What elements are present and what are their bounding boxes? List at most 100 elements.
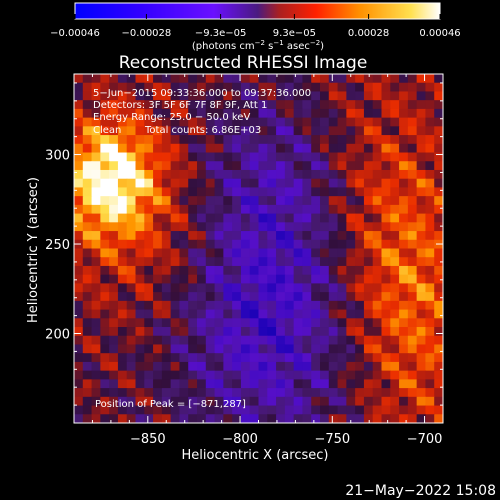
heatmap-cell: [153, 82, 163, 93]
heatmap-cell: [276, 327, 286, 337]
heatmap-cell: [372, 274, 383, 284]
heatmap-cell: [425, 388, 435, 398]
heatmap-cell: [205, 388, 216, 398]
heatmap-cell: [205, 135, 216, 145]
heatmap-cell: [170, 196, 181, 206]
heatmap-cell: [144, 108, 154, 119]
heatmap-cell: [161, 178, 172, 189]
heatmap-cell: [355, 396, 365, 407]
colorbar-ticks: [74, 14, 441, 19]
heatmap-cell: [311, 187, 321, 197]
heatmap-cell: [337, 126, 347, 136]
heatmap-cell: [293, 213, 304, 223]
heatmap-cell: [407, 283, 418, 293]
heatmap-cell: [126, 100, 137, 110]
heatmap-cell: [407, 405, 418, 415]
heatmap-cell: [135, 414, 145, 423]
heatmap-cell: [232, 152, 242, 162]
heatmap-cell: [363, 204, 374, 215]
heatmap-cell: [82, 292, 93, 302]
heatmap-cell: [179, 388, 189, 398]
heatmap-cell: [232, 309, 242, 319]
heatmap-cell: [425, 361, 435, 372]
heatmap-cell: [346, 196, 356, 206]
heatmap-cell: [170, 265, 181, 276]
heatmap-cell: [284, 82, 295, 93]
heatmap-cell: [117, 414, 128, 423]
heatmap-cell: [82, 344, 93, 354]
heatmap-cell: [372, 396, 383, 407]
heatmap-cell: [320, 161, 330, 171]
heatmap-cell: [153, 396, 163, 407]
heatmap-cell: [144, 257, 154, 267]
heatmap-cell: [337, 187, 347, 197]
heatmap-cell: [293, 82, 304, 93]
heatmap-cell: [117, 187, 128, 197]
heatmap-cell: [328, 178, 339, 189]
heatmap-cell: [188, 327, 198, 337]
heatmap-cell: [179, 178, 189, 189]
heatmap-cell: [170, 405, 181, 415]
heatmap-cell: [161, 91, 172, 101]
heatmap-cell: [126, 152, 137, 162]
heatmap-cell: [284, 213, 295, 223]
heatmap-cell: [258, 161, 268, 171]
heatmap-cell: [293, 100, 304, 110]
heatmap-cell: [74, 108, 84, 119]
heatmap-cell: [109, 396, 119, 407]
heatmap-cell: [363, 169, 374, 180]
heatmap-cell: [258, 414, 268, 423]
heatmap-cell: [425, 414, 435, 423]
heatmap-cell: [91, 309, 101, 319]
heatmap-cell: [293, 353, 304, 363]
heatmap-cell: [276, 405, 286, 415]
heatmap-cell: [223, 187, 233, 197]
heatmap-cell: [144, 388, 154, 398]
heatmap-cell: [328, 196, 339, 206]
heatmap-cell: [100, 82, 110, 93]
heatmap-cell: [276, 379, 286, 389]
heatmap-cell: [144, 74, 154, 84]
heatmap-cell: [416, 126, 427, 136]
heatmap-cell: [267, 265, 277, 276]
heatmap-cell: [416, 74, 427, 84]
heatmap-cell: [153, 379, 163, 389]
heatmap-cell: [188, 204, 198, 215]
heatmap-cell: [258, 169, 268, 180]
heatmap-cell: [284, 300, 295, 311]
heatmap-cell: [197, 91, 207, 101]
heatmap-cell: [293, 248, 304, 258]
heatmap-cell: [390, 361, 400, 372]
heatmap-cell: [100, 388, 110, 398]
heatmap-cell: [232, 405, 242, 415]
heatmap-cell: [372, 161, 383, 171]
heatmap-cell: [416, 274, 427, 284]
heatmap-cell: [179, 204, 189, 215]
heatmap-cell: [197, 405, 207, 415]
heatmap-cell: [109, 126, 119, 136]
y-axis-label: Heliocentric Y (arcsec): [26, 177, 41, 323]
heatmap-cell: [232, 169, 242, 180]
heatmap-cell: [223, 309, 233, 319]
heatmap-cell: [144, 248, 154, 258]
heatmap-cell: [205, 309, 216, 319]
heatmap-cell: [223, 100, 233, 110]
heatmap-cell: [223, 213, 233, 223]
heatmap-cell: [205, 152, 216, 162]
heatmap-cell: [74, 257, 84, 267]
heatmap-cell: [381, 327, 391, 337]
heatmap-cell: [179, 143, 189, 154]
heatmap-cell: [179, 265, 189, 276]
heatmap-cell: [135, 100, 145, 110]
heatmap-cell: [170, 152, 181, 162]
heatmap-cell: [117, 108, 128, 119]
heatmap-cell: [293, 204, 304, 215]
heatmap-cell: [328, 152, 339, 162]
heatmap-cell: [153, 222, 163, 232]
heatmap-cell: [328, 143, 339, 154]
heatmap-cell: [302, 82, 312, 93]
heatmap-cell: [267, 318, 277, 328]
heatmap-cell: [249, 388, 260, 398]
heatmap-cell: [267, 231, 277, 241]
heatmap-cell: [223, 169, 233, 180]
